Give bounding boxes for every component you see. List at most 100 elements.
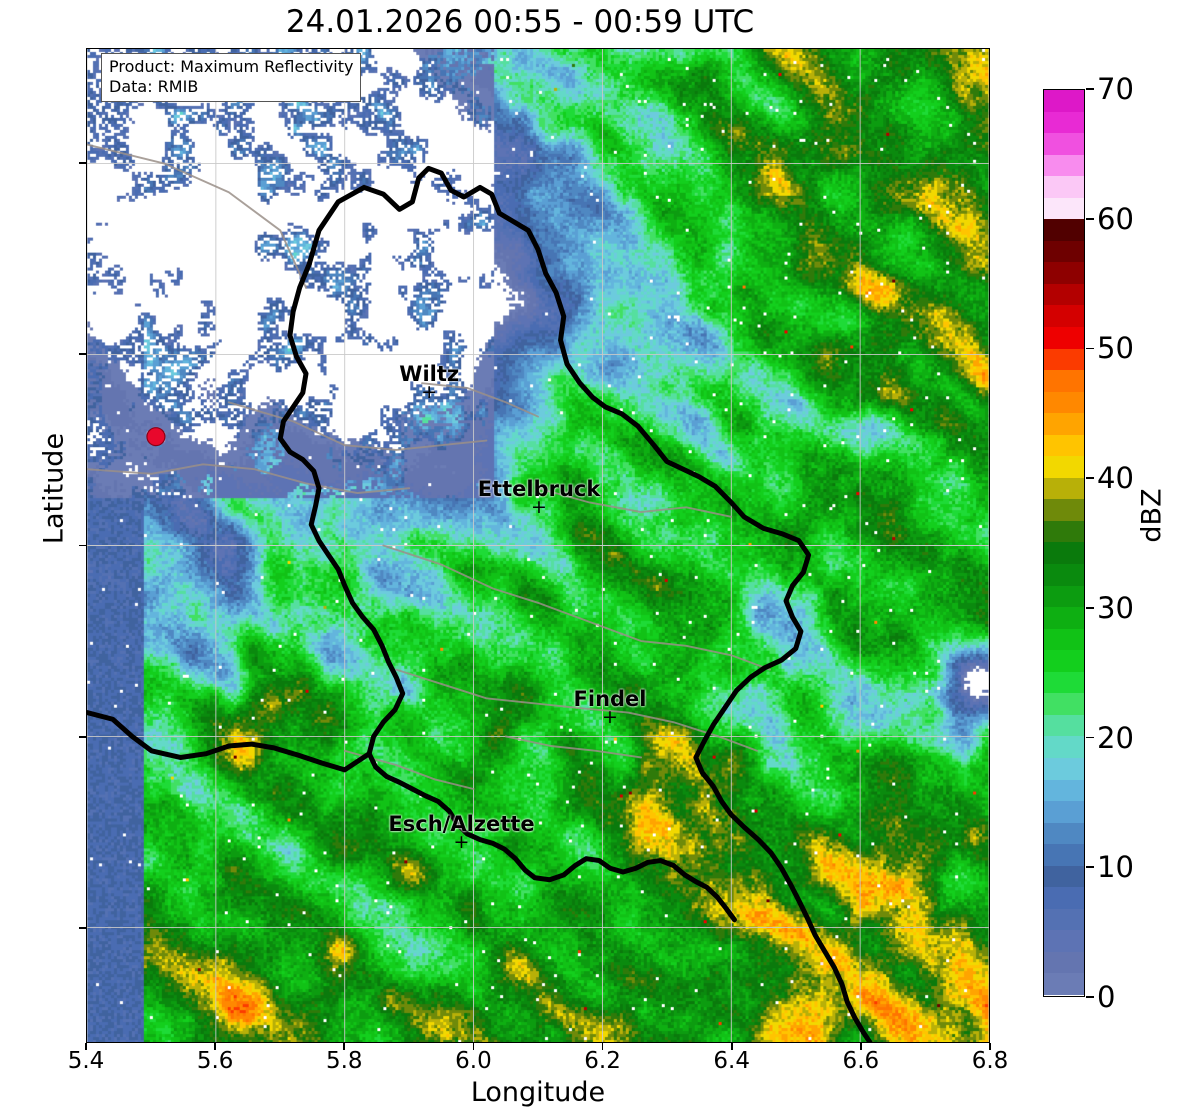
x-axis-label: Longitude [470,1077,606,1108]
y-tick-mark [79,353,86,355]
x-tick-mark [730,1043,733,1050]
colorbar-band [1044,305,1084,328]
page-title: 24.01.2026 00:55 - 00:59 UTC [285,4,755,40]
colorbar-band [1044,154,1084,177]
y-axis-label: Latitude [38,432,70,545]
colorbar-band [1044,887,1084,909]
colorbar-band [1044,327,1084,349]
colorbar-tick-mark [1086,866,1094,869]
x-tick-label: 6.2 [584,1048,621,1074]
national-border-luxembourg-west [277,261,737,923]
map-overlay-layer [87,49,989,1042]
secondary-boundary-line [537,487,733,518]
colorbar-band [1044,219,1084,241]
colorbar-band [1044,391,1084,414]
colorbar-band [1044,262,1084,284]
x-tick-mark [85,1043,87,1050]
colorbar-band [1044,973,1084,995]
colorbar-band [1044,951,1084,974]
colorbar-band [1044,477,1084,500]
colorbar-band [1044,133,1084,155]
colorbar-band [1044,908,1084,931]
national-border-luxembourg-east [306,165,873,1042]
colorbar-tick-mark [1086,736,1094,739]
colorbar-band [1044,822,1084,845]
x-tick-label: 6.0 [455,1048,492,1074]
radar-site-marker [146,427,166,447]
colorbar-band [1044,865,1084,888]
colorbar-band [1044,176,1084,198]
colorbar-tick-mark [1086,607,1094,609]
y-tick-mark [79,162,86,164]
colorbar-band [1044,240,1084,263]
y-tick-mark [79,544,86,547]
colorbar-band [1044,714,1084,737]
colorbar-band [1044,456,1084,478]
colorbar-band [1044,779,1084,802]
x-tick-mark [214,1043,216,1050]
colorbar-band [1044,197,1084,220]
colorbar-band [1044,499,1084,521]
colorbar-band [1044,520,1084,543]
x-tick-mark [601,1043,604,1050]
colorbar-band [1044,930,1084,952]
colorbar-band [1044,736,1084,758]
colorbar-band [1044,564,1084,586]
colorbar-band [1044,607,1084,629]
secondary-boundary-line [504,735,643,759]
x-tick-label: 5.6 [196,1048,234,1074]
secondary-boundary-line [575,706,758,752]
colorbar-band [1044,585,1084,608]
colorbar-tick-label: 40 [1097,461,1134,496]
colorbar-band [1044,650,1084,672]
colorbar-tick-label: 50 [1097,331,1134,366]
colorbar-band [1044,90,1084,112]
colorbar-tick-mark [1086,217,1094,220]
secondary-boundary-line [421,382,539,418]
secondary-boundary-line [227,401,488,451]
y-tick-mark [79,927,86,929]
colorbar-band [1044,370,1084,392]
colorbar-tick-mark [1086,996,1094,998]
colorbar-tick-mark [1086,88,1094,90]
colorbar-band [1044,434,1084,457]
colorbar-unit-label: dBZ [1136,488,1168,543]
x-tick-label: 6.4 [713,1048,750,1074]
colorbar-band [1044,542,1084,565]
x-tick-mark [989,1043,991,1050]
x-tick-mark [343,1043,346,1050]
y-tick-mark [79,736,86,738]
colorbar-band [1044,844,1084,866]
colorbar-tick-label: 30 [1097,590,1134,625]
x-tick-label: 6.8 [971,1048,1009,1074]
colorbar-tick-label: 0 [1097,980,1116,1014]
colorbar-band [1044,413,1084,435]
colorbar-band [1044,111,1084,134]
product-info-box: Product: Maximum Reflectivity Data: RMIB [101,53,362,102]
radar-plot-area[interactable]: Product: Maximum Reflectivity Data: RMIB… [86,48,990,1043]
x-tick-mark [472,1043,475,1050]
x-tick-label: 5.4 [67,1048,105,1074]
x-tick-mark [860,1043,862,1050]
x-tick-label: 5.8 [325,1048,363,1074]
colorbar-band [1044,283,1084,306]
colorbar-band [1044,693,1084,715]
x-tick-label: 6.6 [842,1048,880,1074]
colorbar-band [1044,757,1084,780]
colorbar-band [1044,348,1084,371]
colorbar-tick-mark [1086,477,1094,479]
secondary-boundary-line [395,668,578,709]
colorbar-band [1044,671,1084,694]
colorbar-tick-mark [1086,347,1094,350]
secondary-boundary-line [87,463,411,494]
national-border-belgium-france [87,710,372,773]
data-source-line: Data: RMIB [109,77,199,96]
colorbar-band [1044,628,1084,651]
product-line: Product: Maximum Reflectivity [109,57,354,76]
secondary-boundary-line [87,143,307,289]
colorbar-tick-label: 10 [1097,850,1134,885]
secondary-boundary-line [382,544,771,671]
colorbar-tick-label: 70 [1097,72,1134,106]
colorbar-band [1044,801,1084,823]
colorbar[interactable] [1043,89,1085,997]
